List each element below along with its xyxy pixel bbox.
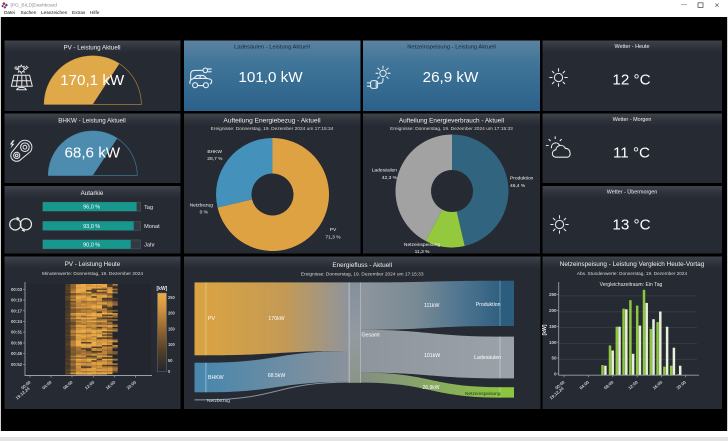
svg-text:101,0 kW: 101,0 kW [238, 69, 303, 86]
svg-text:11,3 %: 11,3 % [415, 249, 431, 255]
svg-text:50: 50 [551, 356, 557, 361]
svg-text:BHKW: BHKW [208, 375, 224, 381]
svg-text:PV: PV [330, 227, 337, 233]
svg-text:16:00: 16:00 [105, 379, 117, 390]
svg-text:101kW: 101kW [424, 353, 440, 359]
svg-text:Aufteilung Energieverbrauch -: Aufteilung Energieverbrauch - Aktuell [399, 118, 504, 125]
svg-text:170kW: 170kW [268, 316, 284, 322]
svg-text:Aufteilung Energiebezug - Aktu: Aufteilung Energiebezug - Aktuell [223, 118, 321, 125]
svg-text:00:52: 00:52 [11, 362, 23, 367]
svg-text:Tag: Tag [144, 205, 153, 211]
svg-text:Suchen: Suchen [21, 10, 37, 15]
svg-text:71,3 %: 71,3 % [325, 234, 341, 240]
svg-text:00:00: 00:00 [554, 379, 566, 390]
svg-text:Netzbezug: Netzbezug [207, 398, 230, 404]
svg-text:26,9 kW: 26,9 kW [423, 69, 479, 86]
svg-text:Ereignisse: Donnerstag, 19. De: Ereignisse: Donnerstag, 19. Dezember 202… [211, 126, 334, 132]
svg-text:Gesamt: Gesamt [362, 333, 381, 339]
svg-text:28,7 %: 28,7 % [207, 156, 223, 162]
svg-text:Wetter - Übermorgen: Wetter - Übermorgen [607, 189, 658, 196]
svg-text:Netzeinspeisung: Netzeinspeisung [404, 242, 440, 248]
svg-text:08:00: 08:00 [62, 379, 74, 390]
svg-text:Lesezeichen: Lesezeichen [41, 10, 68, 15]
svg-text:16:00: 16:00 [652, 379, 664, 390]
svg-text:00:17: 00:17 [11, 308, 23, 313]
svg-text:Netzeinspeisung - Leistung Ver: Netzeinspeisung - Leistung Vergleich Heu… [560, 261, 705, 268]
svg-text:Netzeinspeisung: Netzeinspeisung [465, 391, 501, 397]
svg-text:50: 50 [168, 358, 173, 363]
svg-text:00:10: 00:10 [11, 298, 23, 303]
svg-text:100: 100 [549, 340, 557, 345]
svg-text:Monat: Monat [144, 224, 160, 230]
svg-text:08:00: 08:00 [603, 379, 615, 390]
svg-text:00:38: 00:38 [11, 340, 23, 345]
svg-text:[kW]: [kW] [542, 324, 548, 335]
svg-text:96,0 %: 96,0 % [83, 205, 100, 211]
svg-text:Jahr: Jahr [144, 243, 155, 249]
svg-text:Produktion: Produktion [476, 302, 501, 308]
svg-text:04:00: 04:00 [41, 379, 53, 390]
svg-text:12 °C: 12 °C [612, 72, 650, 89]
svg-text:42,3 %: 42,3 % [382, 175, 398, 181]
svg-text:00:24: 00:24 [11, 319, 23, 324]
svg-text:170,1 kW: 170,1 kW [60, 72, 125, 89]
svg-text:Extras: Extras [72, 10, 86, 15]
svg-text:Hilfe: Hilfe [90, 10, 100, 15]
svg-text:0: 0 [554, 371, 557, 376]
svg-text:250: 250 [168, 295, 176, 300]
svg-text:0 %: 0 % [200, 209, 209, 215]
svg-text:PV - Leistung Aktuell: PV - Leistung Aktuell [63, 45, 120, 52]
svg-text:Datei: Datei [4, 10, 15, 15]
svg-text:11 °C: 11 °C [613, 145, 650, 162]
svg-text:00:03: 00:03 [11, 287, 23, 292]
svg-text:PV - Leistung Heute: PV - Leistung Heute [65, 261, 121, 268]
svg-text:150: 150 [168, 326, 176, 331]
svg-text:Wetter - Heute: Wetter - Heute [615, 44, 650, 50]
svg-text:150: 150 [549, 324, 557, 329]
svg-text:Ereignisse: Donnerstag, 19. De: Ereignisse: Donnerstag, 19. Dezember 202… [301, 271, 424, 277]
svg-text:200: 200 [549, 308, 557, 313]
svg-text:93,0 %: 93,0 % [83, 224, 100, 230]
svg-text:250: 250 [549, 292, 557, 297]
svg-text:Abs. Stundenwerte: Donnerstag,: Abs. Stundenwerte: Donnerstag, 19. Dezem… [577, 271, 688, 276]
svg-text:100: 100 [168, 342, 176, 347]
svg-text:✕: ✕ [714, 2, 720, 9]
svg-text:00:45: 00:45 [11, 351, 23, 356]
svg-text:[PG_BILD]Dashboard: [PG_BILD]Dashboard [11, 3, 58, 9]
svg-text:20:00: 20:00 [126, 379, 138, 390]
svg-text:—: — [681, 2, 688, 9]
svg-text:0: 0 [168, 369, 171, 374]
svg-text:Energiefluss - Aktuell: Energiefluss - Aktuell [332, 262, 392, 269]
svg-text:12:00: 12:00 [627, 379, 639, 390]
svg-text:Ereignisse: Donnerstag, 19. De: Ereignisse: Donnerstag, 19. Dezember 202… [390, 126, 513, 132]
svg-text:46,4 %: 46,4 % [510, 183, 526, 189]
svg-text:12:00: 12:00 [84, 379, 96, 390]
svg-text:Autarkie: Autarkie [81, 190, 104, 197]
svg-text:BHKW - Leistung Aktuell: BHKW - Leistung Aktuell [58, 118, 125, 125]
svg-text:Produktion: Produktion [510, 176, 534, 182]
svg-text:13 °C: 13 °C [612, 217, 650, 234]
svg-text:20:00: 20:00 [675, 379, 687, 390]
svg-text:68,6 kW: 68,6 kW [64, 145, 120, 162]
svg-text:00:31: 00:31 [11, 330, 23, 335]
svg-text:Minutenwerte: Donnerstag, 19.: Minutenwerte: Donnerstag, 19. Dezember 2… [42, 271, 143, 277]
svg-text:90,0 %: 90,0 % [83, 242, 100, 248]
svg-text:BHKW: BHKW [207, 149, 222, 155]
svg-text:Ladesäulen - Leistung Aktuell: Ladesäulen - Leistung Aktuell [234, 44, 310, 50]
svg-text:26.9kW: 26.9kW [423, 385, 440, 391]
svg-text:04:00: 04:00 [578, 379, 590, 390]
svg-text:Vergleichszeitraum: Ein Tag: Vergleichszeitraum: Ein Tag [600, 282, 663, 288]
svg-text:Netzeinspeisung - Leistung Akt: Netzeinspeisung - Leistung Aktuell [407, 44, 496, 50]
svg-text:PV: PV [208, 316, 215, 322]
svg-text:Wetter - Morgen: Wetter - Morgen [613, 117, 652, 123]
svg-text:Netzbezug: Netzbezug [190, 203, 214, 209]
svg-text:68.5kW: 68.5kW [268, 373, 286, 379]
svg-text:Ladesäulen: Ladesäulen [474, 355, 501, 361]
svg-text:00:00: 00:00 [20, 379, 32, 390]
svg-text:200: 200 [168, 311, 176, 316]
svg-text:111kW: 111kW [424, 303, 439, 309]
svg-text:[kW]: [kW] [157, 286, 168, 292]
svg-text:Ladesäulen: Ladesäulen [372, 168, 398, 174]
